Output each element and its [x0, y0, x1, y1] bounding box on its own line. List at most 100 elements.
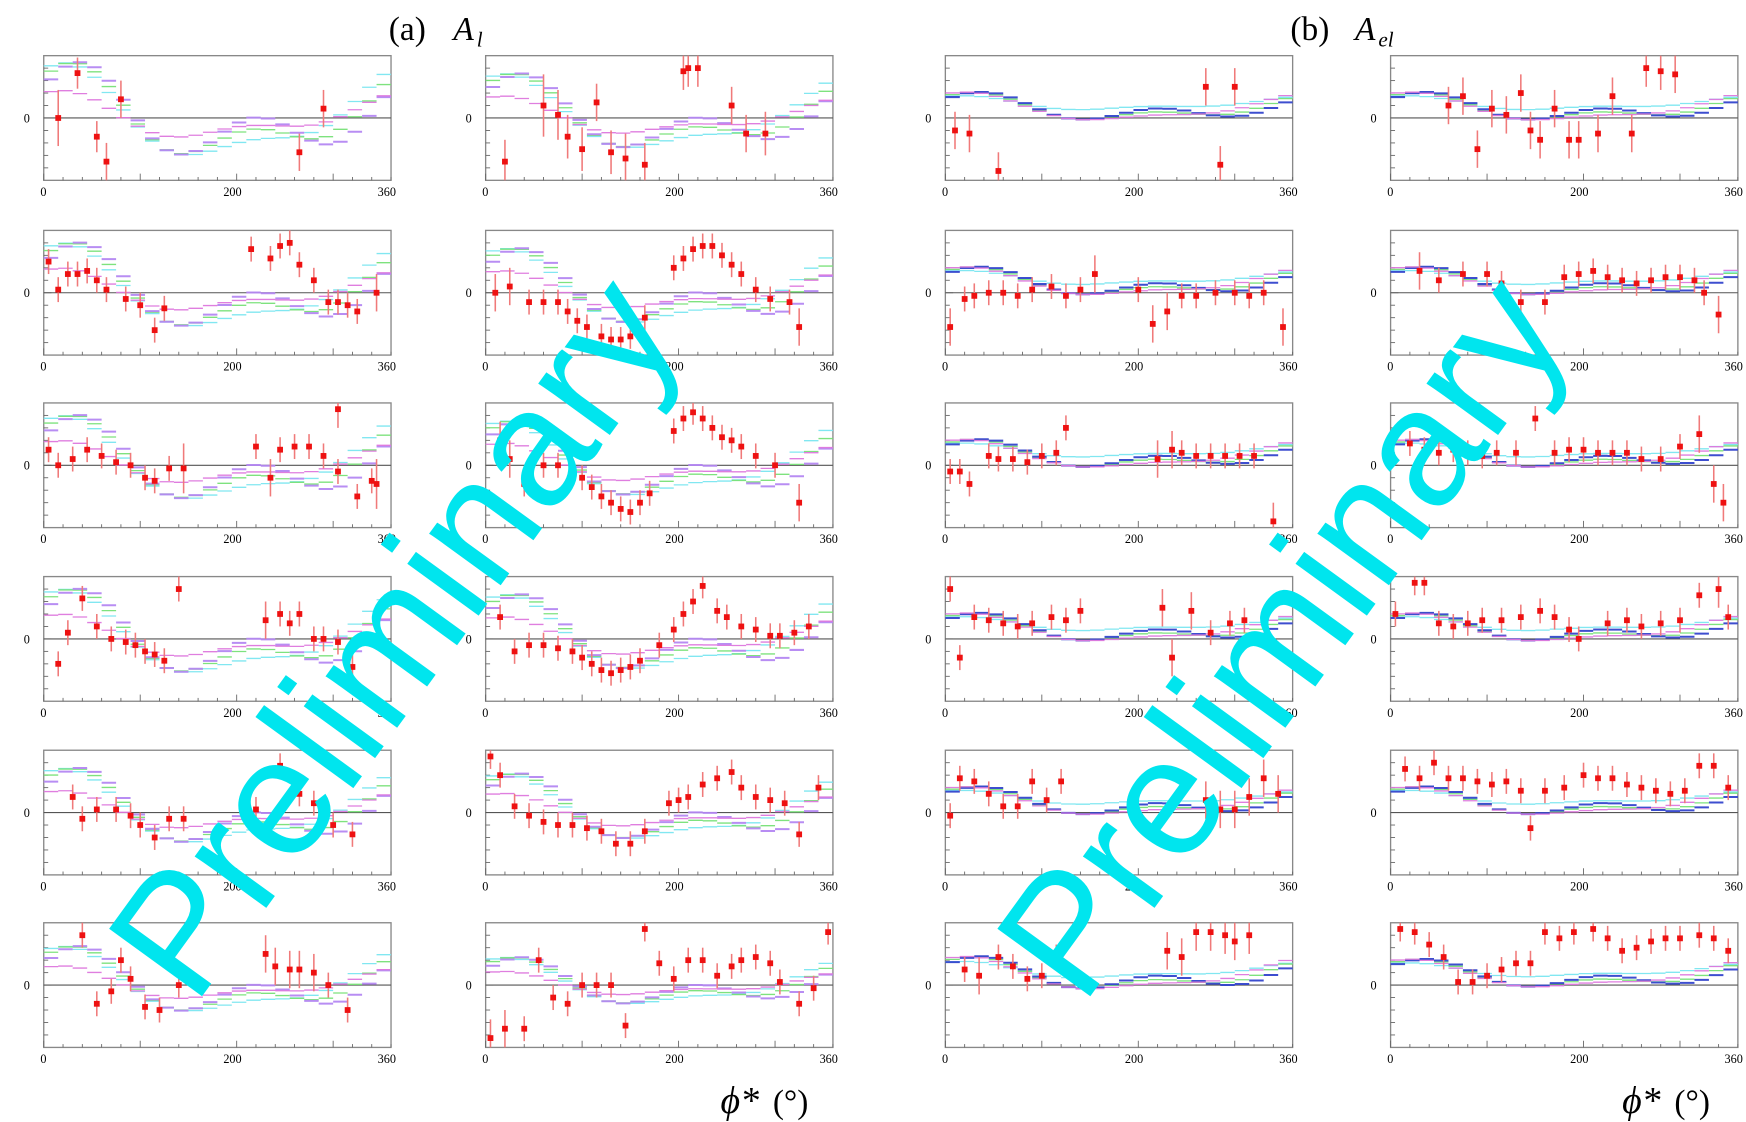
data-point	[622, 155, 629, 162]
data-point	[74, 70, 81, 77]
data-point	[680, 68, 687, 75]
data-point	[526, 299, 532, 305]
data-point	[805, 623, 812, 630]
data-point	[1048, 283, 1055, 290]
data-point	[1633, 280, 1640, 287]
data-point	[64, 629, 71, 636]
data-point	[373, 481, 380, 487]
data-point	[1657, 68, 1664, 75]
x-tick-label: 360	[378, 1052, 396, 1066]
data-point	[1450, 446, 1457, 453]
data-point	[1542, 787, 1548, 794]
x-tick-label: 360	[820, 532, 838, 546]
x-tick-label: 200	[223, 532, 241, 546]
data-point	[526, 642, 532, 649]
data-point	[1527, 825, 1534, 832]
data-point	[502, 1025, 508, 1032]
model-curve-3	[485, 593, 833, 670]
subplot-a_el-r6c1: 0 0 200 360	[925, 922, 1298, 1066]
data-point	[1493, 449, 1500, 456]
data-point	[825, 929, 831, 935]
data-point	[781, 800, 788, 807]
x-tick-label: 200	[665, 1052, 683, 1066]
data-point	[1014, 292, 1021, 299]
data-point	[555, 822, 561, 828]
data-point	[344, 302, 351, 309]
data-point	[622, 1022, 629, 1029]
y-tick-label-zero: 0	[466, 632, 472, 646]
x-tick-label: 200	[665, 879, 683, 893]
data-point	[1517, 614, 1524, 620]
model-curve-4	[945, 786, 1293, 815]
data-point	[1561, 274, 1568, 281]
data-point	[93, 133, 100, 140]
data-point	[151, 651, 158, 658]
x-tick-label: 200	[1125, 1052, 1143, 1066]
data-point	[1416, 268, 1423, 274]
data-point	[947, 812, 954, 819]
panel-b-subscript: el	[1378, 28, 1393, 52]
model-curve-4	[43, 613, 392, 657]
y-tick-label-zero: 0	[24, 286, 30, 300]
data-point	[1498, 966, 1505, 973]
data-point	[555, 111, 561, 118]
data-point	[796, 831, 803, 838]
data-point	[1043, 797, 1050, 803]
data-point	[956, 468, 963, 475]
x-tick-label: 0	[942, 185, 948, 199]
y-tick-label-zero: 0	[1371, 979, 1377, 993]
data-point	[685, 957, 692, 964]
data-point	[1677, 443, 1683, 450]
y-tick-label-zero: 0	[466, 459, 472, 473]
x-tick-label: 0	[40, 532, 46, 546]
data-point	[1710, 935, 1717, 942]
data-point	[1260, 289, 1267, 296]
data-point	[335, 299, 341, 305]
data-point	[1537, 136, 1544, 143]
data-point	[680, 255, 687, 262]
data-point	[540, 299, 547, 305]
data-point	[161, 305, 168, 312]
data-point	[1696, 762, 1703, 769]
data-point	[1527, 127, 1534, 134]
data-point	[971, 778, 978, 785]
data-point	[84, 268, 91, 274]
model-curve-3	[43, 241, 392, 327]
data-point	[497, 772, 504, 779]
model-curve-3	[43, 414, 392, 500]
data-point	[1604, 935, 1611, 942]
data-point	[1624, 449, 1630, 456]
x-tick-label: 0	[482, 360, 488, 374]
y-tick-label-zero: 0	[24, 979, 30, 993]
model-curve-4	[1390, 266, 1738, 296]
data-point	[262, 951, 269, 957]
data-point	[956, 654, 963, 661]
x-tick-label: 360	[1725, 532, 1743, 546]
data-point	[1643, 65, 1650, 72]
x-axis-symbol-b: ϕ*	[1622, 1080, 1661, 1122]
data-point	[670, 428, 677, 434]
data-point	[540, 462, 547, 469]
data-point	[1411, 929, 1418, 935]
data-point	[762, 130, 769, 137]
data-point	[1648, 938, 1654, 945]
data-point	[521, 1025, 528, 1032]
x-tick-label: 0	[40, 706, 46, 720]
data-point	[1063, 617, 1069, 624]
subplot-a_el-r5c1: 0 0 200 360	[925, 749, 1298, 893]
data-point	[1169, 654, 1175, 661]
data-point	[1435, 449, 1442, 456]
x-tick-label: 360	[820, 360, 838, 374]
data-point	[719, 252, 725, 259]
subplot-a_el-r6c2: 0 0 200 360	[1371, 922, 1743, 1066]
data-point	[1193, 453, 1200, 459]
data-point	[1029, 778, 1036, 785]
data-point	[1527, 960, 1534, 967]
data-point	[1696, 431, 1703, 438]
data-point	[752, 794, 759, 800]
data-point	[564, 1000, 571, 1007]
data-point	[555, 645, 561, 652]
data-point	[137, 302, 144, 309]
